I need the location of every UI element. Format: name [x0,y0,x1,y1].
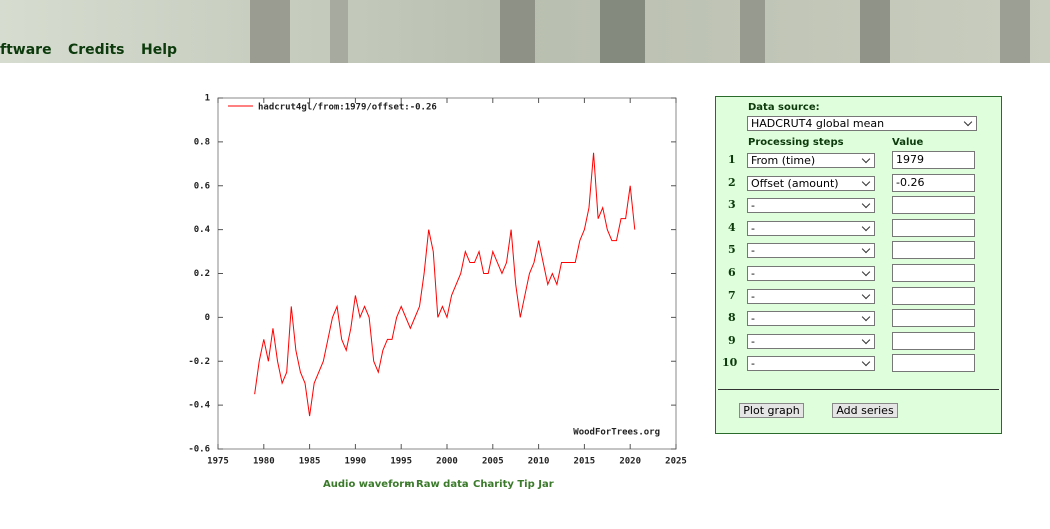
x-tick-label: 2025 [665,457,687,467]
y-tick-label: 0.8 [194,137,210,147]
data-line [254,152,636,417]
y-tick-label: 0.6 [194,181,210,191]
x-tick-label: 1990 [345,457,367,467]
step-select[interactable]: From (time) [747,153,875,168]
step-select[interactable]: - [747,288,875,304]
annotation: WoodForTrees.org [573,428,660,438]
row-number: 6 [728,266,736,279]
y-tick-label: 1 [205,94,210,104]
value-input[interactable]: 1979 [892,151,975,169]
row-number: 8 [728,311,736,325]
step-select[interactable]: - [747,220,875,236]
value-input[interactable] [892,196,975,215]
separator: - [462,479,467,490]
y-tick-label: -0.4 [188,401,210,411]
y-tick-label: 0.4 [194,225,211,235]
step-select[interactable]: - [747,356,875,372]
steps-label: Processing steps [748,137,844,148]
row-number: 4 [728,220,736,234]
row-number: 1 [728,153,736,166]
x-tick-label: 2005 [482,457,504,467]
banner [0,0,1050,63]
x-tick-label: 1985 [299,457,321,467]
value-input[interactable] [892,264,975,282]
source-label: Data source: [748,102,820,113]
footer-link[interactable]: Audio waveform [323,479,415,490]
row-number: 3 [728,198,736,212]
plot-area [217,97,677,450]
value-input[interactable] [892,218,975,237]
x-tick-label: 1980 [253,457,275,467]
y-tick-label: 0 [205,313,210,323]
value-input[interactable] [892,331,975,350]
y-tick-label: 0.2 [194,269,210,279]
nav-link[interactable]: ftware [0,42,52,58]
row-number: 5 [728,243,736,257]
value-label: Value [892,137,924,148]
step-select[interactable]: - [747,243,875,259]
x-tick-label: 1995 [390,457,412,467]
x-tick-label: 2015 [574,457,596,467]
row-number: 2 [728,175,736,189]
step-select[interactable]: - [747,266,875,281]
row-number: 10 [722,356,738,370]
divider [718,389,999,390]
source-select[interactable]: HADCRUT4 global mean [747,116,977,131]
value-input[interactable] [892,286,975,305]
nav-link[interactable]: Help [141,42,178,58]
add-button[interactable]: Add series [832,403,898,418]
value-input[interactable] [892,241,975,260]
value-input[interactable]: -0.26 [892,173,975,192]
control-panel: Data source: HADCRUT4 global mean Processi… [715,96,1002,434]
value-input[interactable] [892,309,975,328]
row-number: 9 [728,333,736,347]
legend-label: hadcrut4gl/from:1979/offset:-0.26 [258,103,437,113]
step-select[interactable]: - [747,333,875,349]
separator: - [405,479,410,490]
x-tick-label: 2020 [619,457,641,467]
value-input[interactable] [892,354,975,373]
step-select[interactable]: Offset (amount) [747,175,875,191]
footer-link[interactable]: Raw data [416,479,469,490]
y-tick-label: -0.2 [188,357,210,367]
x-tick-label: 1975 [207,457,229,467]
x-tick-label: 2010 [528,457,550,467]
y-tick-label: -0.6 [188,445,210,455]
step-select[interactable]: - [747,198,875,214]
step-select[interactable]: - [747,311,875,327]
footer-link[interactable]: Charity Tip Jar [473,479,554,490]
row-number: 7 [728,288,736,302]
plot-button[interactable]: Plot graph [739,403,804,418]
nav-link[interactable]: Credits [68,42,125,58]
x-tick-label: 2000 [436,457,458,467]
